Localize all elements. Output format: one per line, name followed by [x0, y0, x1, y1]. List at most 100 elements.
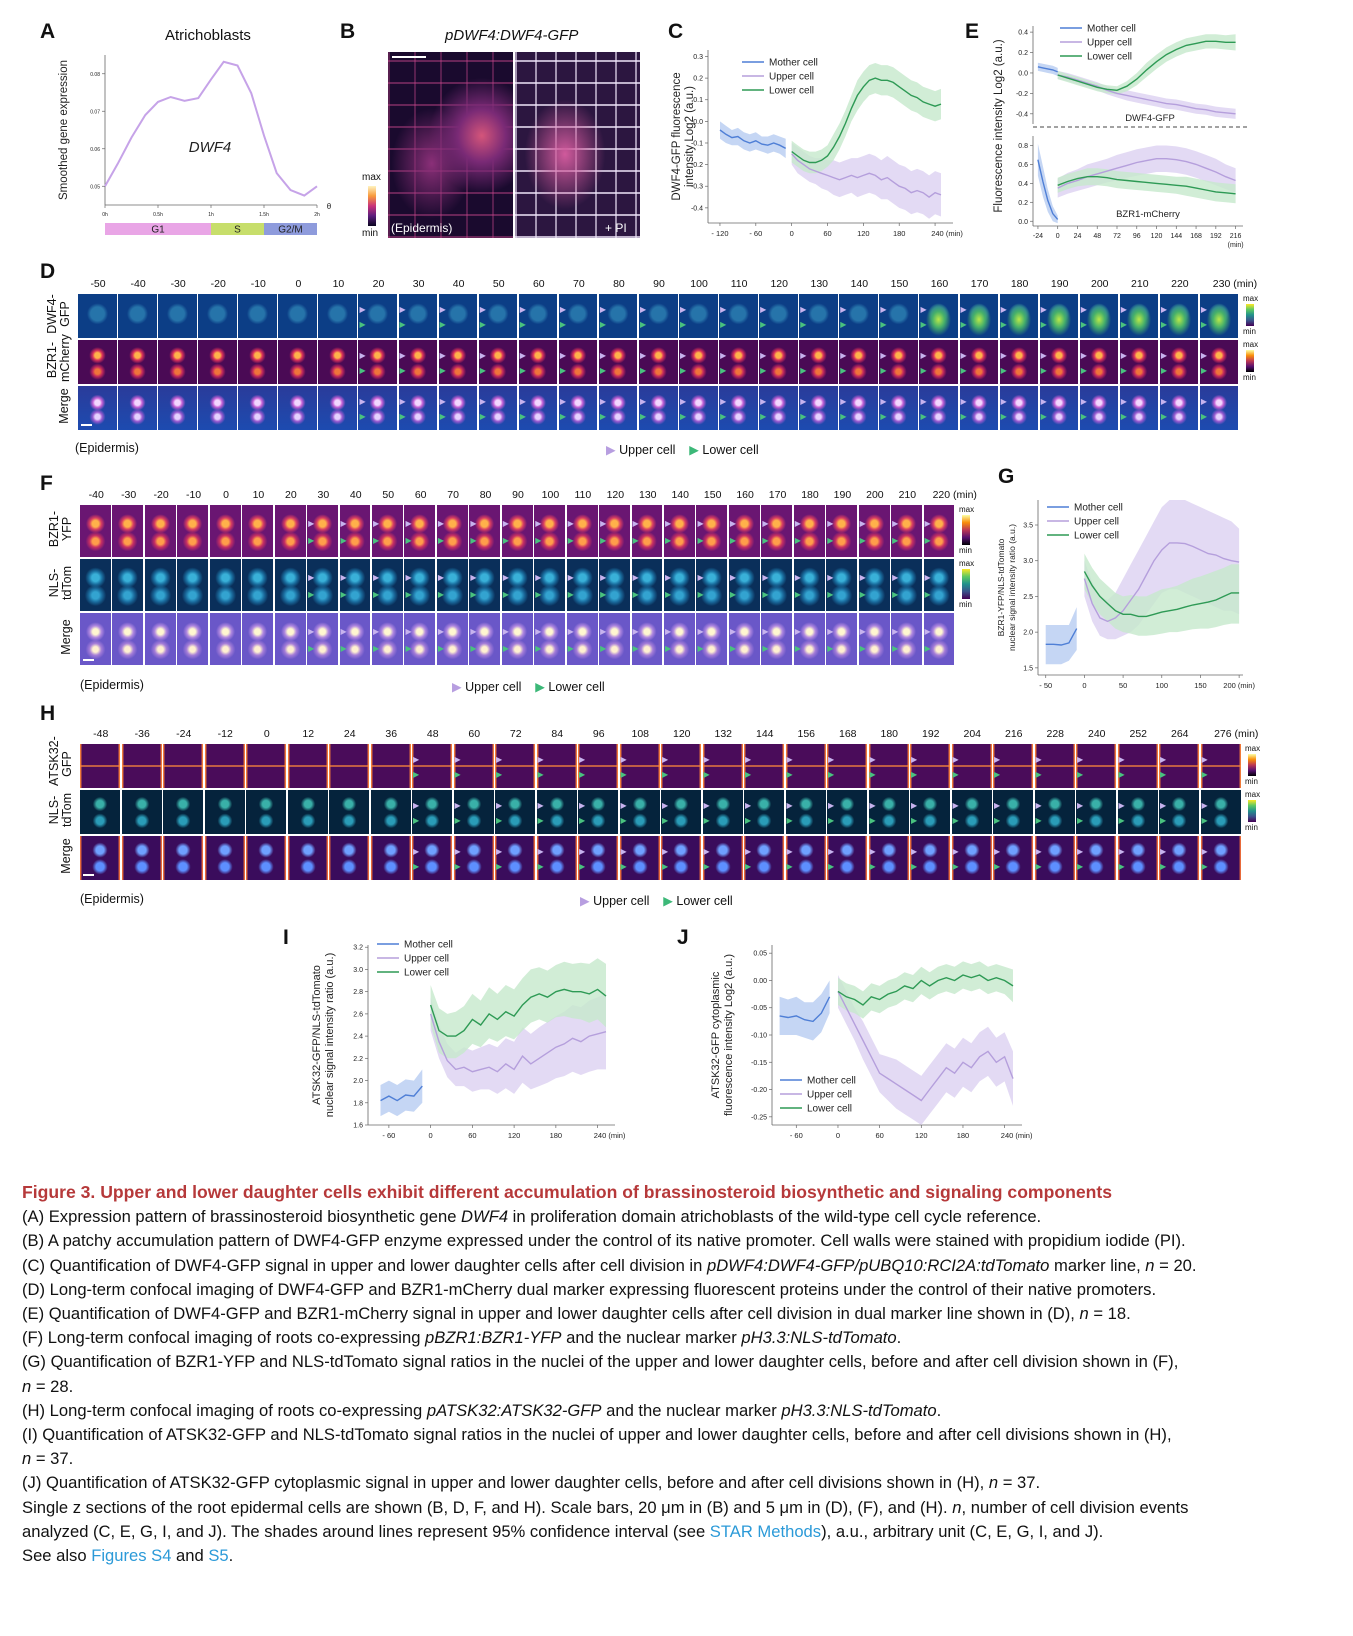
lower-cell-marker-icon: ▶ [535, 590, 542, 600]
panel-d-frame [919, 340, 958, 384]
panel-h-frame [1034, 836, 1075, 880]
panel-d-frame [1039, 294, 1079, 338]
figure-s4-link[interactable]: Figures S4 [91, 1546, 172, 1566]
panel-label-a: A [40, 20, 56, 43]
panel-h-frame [163, 836, 203, 880]
panel-f-frame [404, 559, 436, 611]
panel-e-top-line-mother [1037, 66, 1058, 73]
panel-d-frame [759, 294, 798, 338]
upper-cell-marker-icon: ▶ [697, 572, 704, 582]
upper-cell-marker-icon: ▶ [413, 801, 420, 811]
panel-e-bottom-ytick-label: 0.0 [1018, 219, 1028, 226]
lower-cell-marker-icon: ▶ [373, 644, 380, 654]
lower-cell-marker-icon: ▶ [405, 644, 412, 654]
upper-cell-marker-icon: ▶ [786, 801, 793, 811]
lower-cell-marker-icon: ▶ [639, 412, 647, 422]
panel-j-ytick-label: -0.05 [751, 1005, 767, 1012]
lower-cell-marker-icon: ▶ [405, 536, 412, 546]
panel-f-time-label: 220 (min) [932, 489, 977, 501]
panel-a-title: Atrichoblasts [165, 27, 251, 44]
panel-g-ci-lower [1084, 553, 1240, 636]
upper-cell-marker-icon: ▶ [1080, 305, 1087, 315]
lower-cell-marker-icon: ▶ [760, 320, 767, 330]
panel-h-frame [246, 836, 286, 880]
upper-cell-marker-icon: ▶ [1120, 305, 1127, 315]
panel-e-bottom-ytick-label: 0.8 [1018, 143, 1028, 150]
panel-h-time-label: 228 [1046, 728, 1065, 740]
panel-c-ci-mother [720, 121, 786, 159]
panel-c-xtick-label: 0 [790, 229, 794, 238]
panel-i-xtick-label: - 60 [382, 1131, 395, 1140]
panel-d-time-label: 80 [613, 278, 625, 290]
panel-h-frame [121, 836, 162, 880]
panel-d-frame [959, 294, 999, 338]
panel-d-frame [438, 386, 478, 430]
panel-j-ytick-label: 0.05 [753, 951, 767, 958]
panel-h-frame [287, 836, 328, 880]
lower-cell-marker-icon: ▶ [697, 590, 704, 600]
star-methods-link[interactable]: STAR Methods [709, 1521, 822, 1541]
panel-h-time-label: -48 [93, 728, 109, 740]
panel-h-frame [661, 836, 701, 880]
panel-d-frame [839, 294, 878, 338]
lower-cell-marker-icon: ▶ [760, 412, 767, 422]
upper-cell-marker-icon: ▶ [1160, 801, 1167, 811]
panel-f-frame [242, 505, 274, 557]
lower-cell-marker-icon: ▶ [479, 366, 486, 376]
panel-i-legend-upper: Upper cell [404, 954, 449, 965]
upper-cell-marker-icon: ▶ [662, 755, 669, 765]
panel-f-frame [534, 505, 566, 557]
panel-c-xtick-label: 120 [857, 229, 870, 238]
panel-g-ytick-label: 3.0 [1023, 558, 1033, 565]
panel-d-frame [118, 294, 157, 338]
panel-e-legend-mother: Mother cell [1087, 24, 1136, 35]
upper-cell-marker-icon: ▶ [665, 626, 672, 636]
upper-cell-marker-icon: ▶ [1000, 305, 1007, 315]
panel-g-ylabel-1: BZR1-YFP/NLS-tdTomato [996, 538, 1006, 636]
panel-d-frame [1119, 294, 1159, 338]
panel-d-frame [959, 340, 999, 384]
upper-cell-marker-icon: ▶ [1040, 305, 1047, 315]
panel-d-time-label: 150 [890, 278, 909, 290]
panel-d-frame [118, 386, 157, 430]
panel-i-line-mother [380, 1085, 423, 1102]
panel-d-time-label: 20 [372, 278, 385, 290]
panel-d-frame [558, 386, 598, 430]
upper-cell-marker-icon: ▶ [1160, 351, 1168, 361]
lower-cell-marker-icon: ▶ [454, 862, 461, 872]
lower-cell-marker-icon: ▶ [1120, 320, 1127, 330]
upper-cell-marker-icon: ▶ [859, 518, 866, 528]
upper-cell-marker-icon: ▶ [827, 572, 834, 582]
panel-d-time-label: 220 [1171, 278, 1189, 290]
panel-d-frame [719, 386, 758, 430]
upper-cell-marker-icon: ▶ [786, 755, 793, 765]
panel-h-time-label: 168 [838, 728, 857, 740]
panel-h-frame [661, 790, 701, 834]
upper-cell-marker-icon: ▶ [340, 626, 347, 636]
panel-f-frame [112, 559, 144, 611]
panel-f-frame [761, 505, 793, 557]
panel-h-frame [785, 744, 826, 788]
panel-a-phase-g2m [264, 223, 317, 235]
lower-cell-marker-icon: ▶ [308, 536, 315, 546]
panel-f-frame [631, 505, 663, 557]
panel-h-frame [80, 744, 120, 788]
upper-cell-marker-icon: ▶ [600, 626, 607, 636]
panel-h-colorbar [1248, 754, 1256, 776]
panel-d-cbar-min: min [1243, 327, 1256, 336]
panel-j-chart: -0.25 -0.20 -0.15 -0.10 -0.05 0.00 0.05 - 60 0 60… [710, 945, 1033, 1140]
panel-d-time-label: 0 [295, 278, 302, 290]
panel-h-frame [702, 836, 743, 880]
upper-cell-marker-icon: ▶ [1160, 397, 1168, 407]
lower-cell-marker-icon: ▶ [994, 770, 1001, 780]
panel-d-frame [879, 386, 918, 430]
panel-i-ytick-label: 2.2 [353, 1056, 363, 1063]
figure-s5-link[interactable]: S5 [208, 1546, 229, 1566]
panel-f-frame [728, 613, 760, 665]
upper-cell-marker-icon: ▶ [762, 626, 769, 636]
panel-c-legend-mother: Mother cell [769, 58, 818, 69]
panel-h-frame [578, 744, 618, 788]
panel-f-frame [404, 613, 436, 665]
panel-d-frame [1159, 340, 1199, 384]
upper-cell-marker-icon: ▶ [502, 572, 509, 582]
